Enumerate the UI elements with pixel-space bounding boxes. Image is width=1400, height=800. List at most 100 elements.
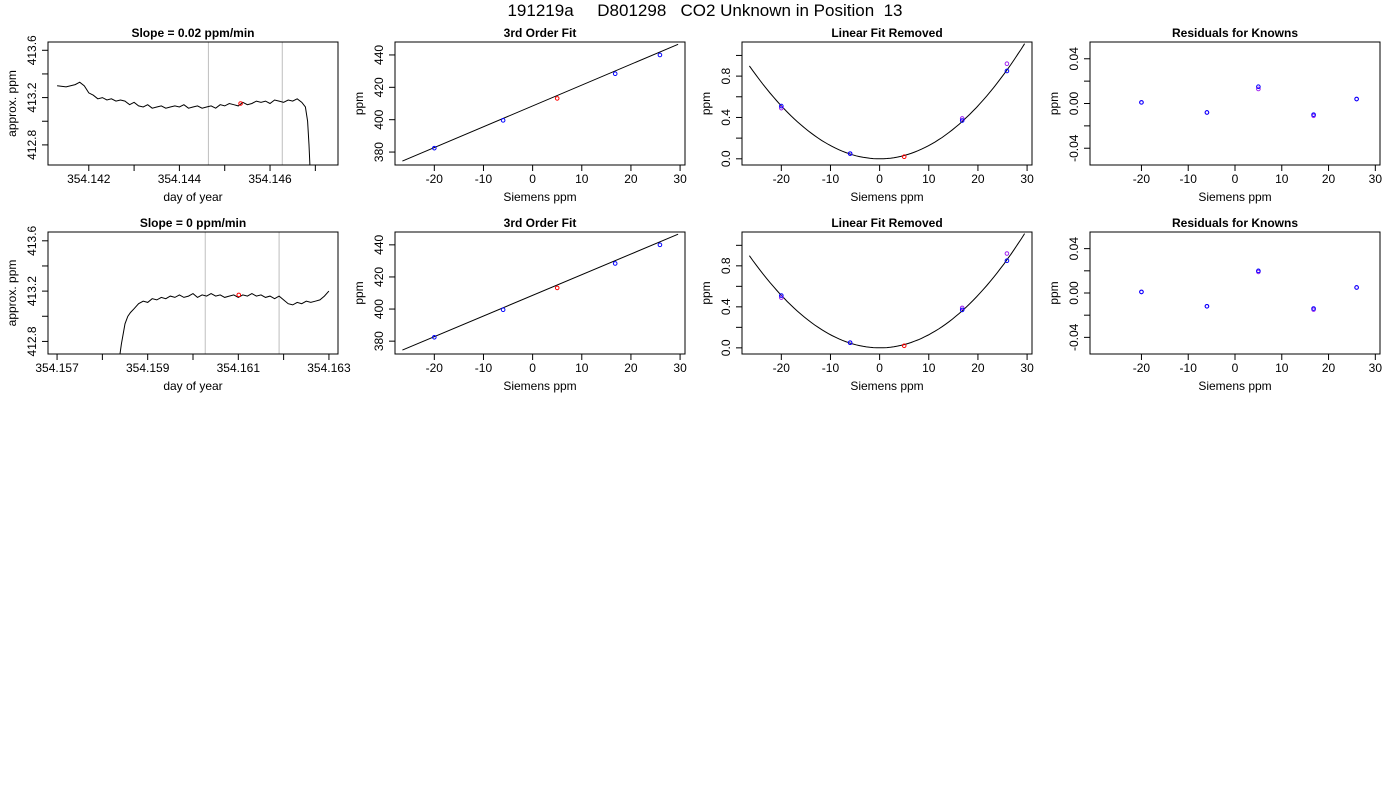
- x-tick-label: 20: [624, 172, 638, 186]
- plot-area: [1139, 268, 1359, 312]
- x-axis-label: Siemens ppm: [850, 379, 923, 393]
- x-tick-label: 0: [876, 361, 883, 375]
- panel-r1-residuals: Residuals for Knowns Siemens ppm ppm -20 -10…: [1047, 26, 1382, 204]
- x-tick-label: -10: [1180, 361, 1198, 375]
- fit-line: [402, 233, 679, 351]
- x-tick-label: 354.161: [217, 361, 261, 375]
- x-axis-label: Siemens ppm: [503, 379, 576, 393]
- y-tick-label: 420: [372, 267, 386, 287]
- x-tick-label: 20: [624, 361, 638, 375]
- y-tick-label: 0.4: [719, 109, 733, 126]
- panel-title: Linear Fit Removed: [831, 26, 942, 40]
- x-tick-label: -20: [426, 361, 444, 375]
- y-tick-label: 0.8: [719, 67, 733, 84]
- y-tick-label: 0.4: [719, 298, 733, 315]
- known-point: [959, 116, 965, 121]
- plot-area: [748, 43, 1026, 160]
- x-tick-label: -10: [475, 172, 493, 186]
- y-tick-label: 0.0: [719, 150, 733, 167]
- y-tick-label: 0.8: [719, 257, 733, 274]
- known-point: [959, 307, 965, 313]
- x-tick-label: 10: [1275, 361, 1289, 375]
- y-tick-label: 0.04: [1067, 47, 1081, 71]
- x-tick-label: 10: [922, 361, 936, 375]
- residual-point: [1354, 96, 1359, 102]
- known-point: [779, 295, 784, 300]
- panel-title: Slope = 0.02 ppm/min: [131, 26, 254, 40]
- known-point: [432, 335, 437, 340]
- residual-point: [1204, 304, 1210, 309]
- panel-r1-timeseries: Slope = 0.02 ppm/min day of year approx. p…: [5, 26, 339, 204]
- x-tick-label: 10: [575, 172, 589, 186]
- known-point: [847, 151, 853, 156]
- y-tick-label: 0.00: [1067, 281, 1081, 305]
- x-tick-label: 20: [1322, 361, 1336, 375]
- x-tick-label: 354.163: [307, 361, 351, 375]
- x-tick-label: 0: [1232, 172, 1239, 186]
- panel-title: Linear Fit Removed: [831, 216, 942, 230]
- y-tick-label: 413.6: [25, 225, 39, 255]
- known-point: [612, 261, 618, 266]
- x-tick-label: 20: [1322, 172, 1336, 186]
- x-tick-label: 0: [1232, 361, 1239, 375]
- panel-r1-fit: 3rd Order Fit Siemens ppm ppm -20 -10 0 10 20 30…: [352, 26, 687, 204]
- known-point: [959, 118, 965, 123]
- panel-r2-residuals: Residuals for Knowns Siemens ppm ppm -20 -10…: [1047, 216, 1382, 393]
- plot-frame: [741, 231, 1033, 355]
- y-tick-label: 380: [372, 331, 386, 351]
- x-tick-label: 10: [575, 361, 589, 375]
- unknown-point: [554, 96, 560, 101]
- x-tick-label: 354.142: [67, 172, 111, 186]
- known-point: [657, 52, 663, 58]
- residual-point: [1256, 86, 1261, 92]
- x-tick-label: 10: [922, 172, 936, 186]
- panel-title: Residuals for Knowns: [1172, 216, 1298, 230]
- y-axis-label: ppm: [1047, 281, 1061, 304]
- known-point: [1004, 258, 1010, 264]
- x-tick-label: -20: [1133, 361, 1151, 375]
- residual-point: [1311, 112, 1316, 117]
- x-tick-label: 20: [971, 172, 985, 186]
- x-tick-label: -20: [426, 172, 444, 186]
- y-tick-label: 400: [372, 299, 386, 319]
- plot-frame: [394, 231, 686, 355]
- residual-point: [1311, 306, 1316, 311]
- panel-title: 3rd Order Fit: [504, 26, 577, 40]
- y-tick-label: 440: [372, 45, 386, 65]
- y-axis-label: ppm: [352, 281, 366, 304]
- x-tick-label: 30: [1369, 172, 1383, 186]
- known-point: [1004, 251, 1010, 256]
- x-tick-label: -10: [822, 361, 840, 375]
- residual-point: [1256, 84, 1261, 90]
- unknown-point: [901, 154, 907, 160]
- plot-area: [1139, 84, 1359, 119]
- residual-point: [1354, 285, 1359, 290]
- plot-area: [748, 233, 1026, 349]
- y-axis-label: ppm: [699, 281, 713, 304]
- series-line: [119, 290, 330, 354]
- x-tick-label: 30: [1020, 172, 1034, 186]
- x-tick-label: 0: [529, 361, 536, 375]
- y-tick-label: 0.0: [719, 339, 733, 356]
- known-point: [500, 307, 506, 312]
- x-tick-label: -10: [822, 172, 840, 186]
- unknown-point: [901, 343, 907, 349]
- y-axis-label: approx. ppm: [5, 70, 19, 137]
- plot-frame: [47, 231, 339, 355]
- plot-frame: [47, 41, 339, 166]
- known-point: [1004, 68, 1010, 74]
- x-tick-label: -20: [773, 172, 791, 186]
- x-tick-label: 10: [1275, 172, 1289, 186]
- x-tick-label: 30: [673, 172, 687, 186]
- panel-r2-linremoved: Linear Fit Removed Siemens ppm ppm -20 -10 0 1…: [699, 216, 1034, 393]
- y-tick-label: 413.2: [25, 276, 39, 306]
- fit-line: [402, 43, 679, 162]
- plot-area: [402, 43, 679, 162]
- plot-area: [402, 233, 679, 351]
- y-tick-label: 0.00: [1067, 91, 1081, 115]
- residual-point: [1139, 100, 1144, 105]
- plot-frame: [1089, 231, 1381, 355]
- x-axis-label: Siemens ppm: [1198, 379, 1271, 393]
- x-axis-label: Siemens ppm: [503, 190, 576, 204]
